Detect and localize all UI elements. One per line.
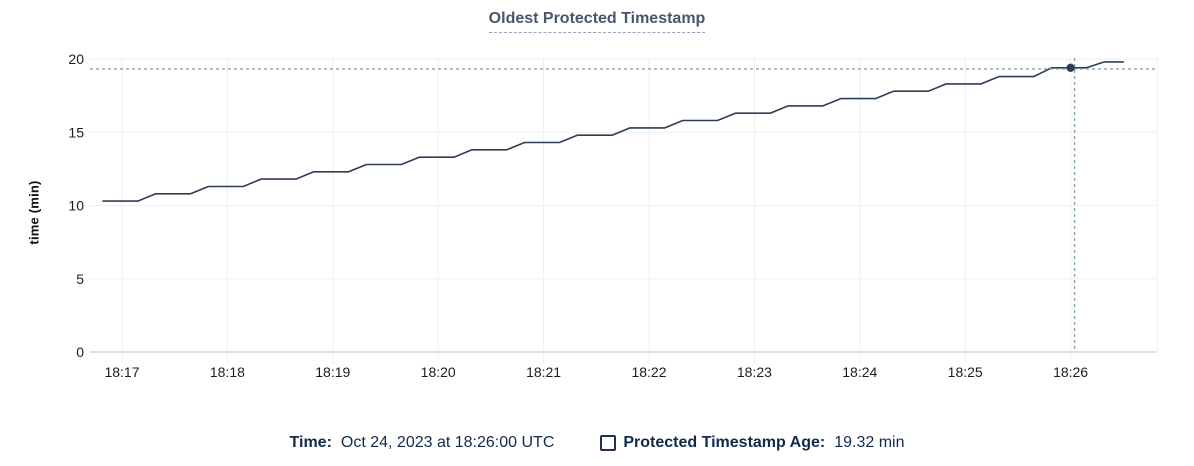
time-label: Time:: [289, 434, 332, 451]
time-value: Oct 24, 2023 at 18:26:00 UTC: [340, 434, 555, 451]
series-value: 19.32 min: [834, 434, 905, 451]
series-label: Protected Timestamp Age:: [623, 434, 826, 451]
x-tick-label: 18:23: [737, 364, 772, 380]
chart-header: Oldest Protected Timestamp: [0, 10, 1194, 33]
legend-item-protected-timestamp-age[interactable]: Protected Timestamp Age: 19.32 min: [600, 434, 904, 452]
y-tick-label: 5: [76, 271, 84, 287]
time-readout: Time: Oct 24, 2023 at 18:26:00 UTC: [290, 434, 555, 452]
x-tick-label: 18:18: [210, 364, 245, 380]
y-tick-label: 10: [68, 198, 84, 214]
series-checkbox-icon[interactable]: [600, 435, 617, 451]
y-tick-label: 15: [68, 124, 84, 140]
series-line-protected-timestamp-age: [102, 61, 1125, 202]
x-tick-label: 18:21: [526, 364, 561, 380]
x-tick-label: 18:19: [315, 364, 350, 380]
x-tick-label: 18:17: [104, 364, 139, 380]
x-tick-label: 18:26: [1053, 364, 1088, 380]
chart-title[interactable]: Oldest Protected Timestamp: [488, 10, 706, 33]
x-tick-label: 18:20: [421, 364, 456, 380]
x-tick-label: 18:24: [842, 364, 877, 380]
hovered-data-point[interactable]: [1066, 63, 1075, 72]
y-tick-label: 0: [76, 344, 84, 360]
x-tick-label: 18:25: [948, 364, 983, 380]
footer-legend: Time: Oct 24, 2023 at 18:26:00 UTC Prote…: [0, 434, 1194, 452]
x-tick-label: 18:22: [631, 364, 666, 380]
y-tick-label: 20: [68, 51, 84, 67]
